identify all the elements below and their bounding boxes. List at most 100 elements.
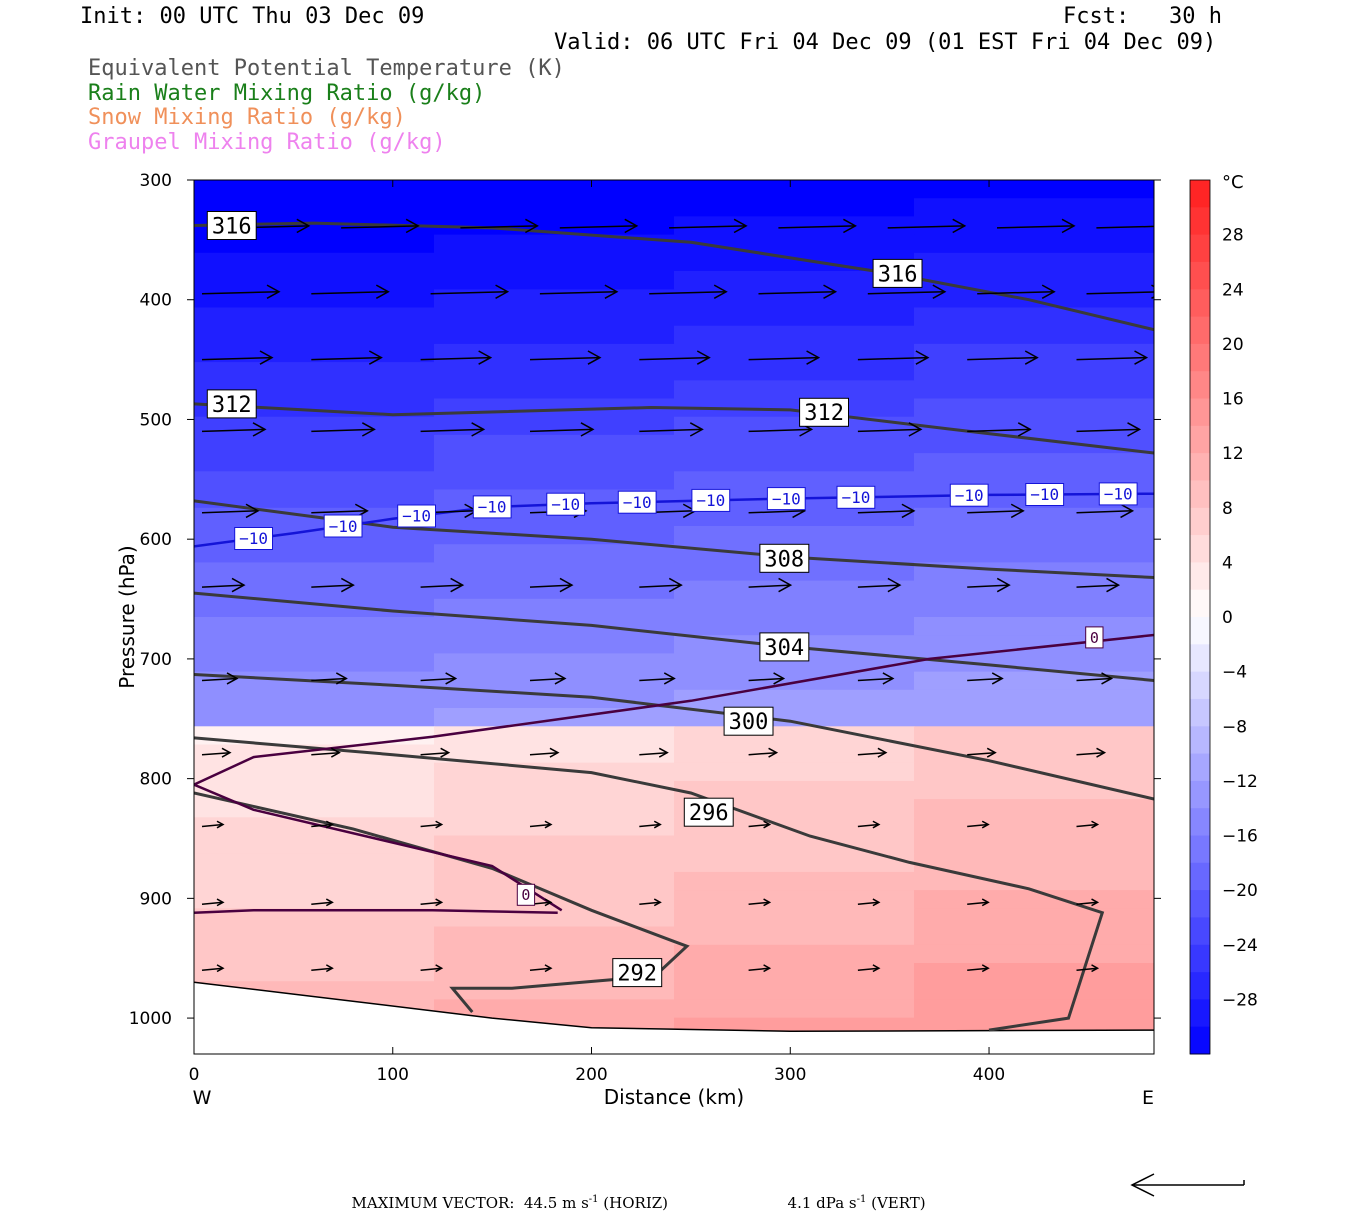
colorbar-swatch xyxy=(1190,207,1210,236)
temperature-band xyxy=(434,762,675,782)
wind-vector-head xyxy=(986,747,997,758)
wind-vector xyxy=(1086,291,1154,295)
wind-vector-head xyxy=(882,672,895,685)
theta-e-label-304-box xyxy=(759,632,810,662)
temperature-band xyxy=(674,271,915,290)
minus10-label: −10 xyxy=(239,529,268,548)
wind-vector xyxy=(311,510,368,514)
temperature-band xyxy=(674,434,915,454)
temperature-band xyxy=(674,416,915,436)
wind-vector xyxy=(420,751,449,756)
temperature-band xyxy=(194,835,435,855)
temperature-band xyxy=(674,453,915,472)
temperature-band xyxy=(674,198,915,217)
wind-vector xyxy=(639,584,682,588)
wind-vector-head xyxy=(1017,422,1032,437)
x-end-label-east: E xyxy=(1142,1087,1154,1109)
temperature-band xyxy=(674,944,915,964)
wind-vector-head xyxy=(1041,284,1056,299)
temperature-band xyxy=(434,926,675,946)
temperature-band xyxy=(434,635,675,654)
y-tick-label: 500 xyxy=(140,410,172,430)
zero-isotherm-label: 0 xyxy=(521,886,530,904)
colorbar-frame xyxy=(1189,179,1211,1055)
zero-isotherm-label-box xyxy=(1085,626,1104,649)
theta-e-label-308-box xyxy=(759,543,810,573)
temperature-band xyxy=(434,380,675,400)
x-tick-label: 300 xyxy=(774,1065,806,1085)
temperature-band xyxy=(674,799,915,818)
wind-vector xyxy=(1076,751,1105,756)
wind-vector xyxy=(201,290,280,295)
colorbar-swatch xyxy=(1190,562,1210,591)
minus10-label: −10 xyxy=(841,488,870,507)
colorbar-swatch xyxy=(1190,972,1210,1000)
wind-vector-head xyxy=(1161,219,1173,232)
wind-vector-head xyxy=(872,898,881,907)
wind-vector-head xyxy=(1134,350,1149,365)
temperature-band xyxy=(434,708,675,727)
colorbar-swatch xyxy=(1190,780,1210,809)
wind-vector-head xyxy=(663,672,676,685)
wind-vector xyxy=(967,751,996,756)
temperature-band xyxy=(194,780,435,800)
wind-vector-head xyxy=(435,898,444,907)
wind-vector-head xyxy=(559,577,574,593)
wind-vector xyxy=(420,677,456,682)
wind-vector xyxy=(748,967,770,971)
temperature-band xyxy=(434,416,675,436)
minus10-label-box xyxy=(397,504,437,528)
y-tick-label: 1000 xyxy=(129,1009,172,1029)
wind-vector xyxy=(529,677,566,682)
wind-vector xyxy=(758,290,836,295)
wind-vector-head xyxy=(806,350,821,365)
wind-vector-head xyxy=(981,820,990,829)
theta-e-contour-316 xyxy=(194,221,1154,332)
wind-vector xyxy=(420,584,463,588)
wind-vector xyxy=(201,356,273,361)
colorbar-swatch xyxy=(1190,698,1210,727)
temperature-band xyxy=(434,252,675,272)
wind-vector xyxy=(967,901,989,906)
temperature-band xyxy=(674,398,915,418)
wind-vector xyxy=(420,356,491,361)
wind-vector xyxy=(311,823,333,828)
colorbar-tick-label: −8 xyxy=(1222,717,1247,737)
wind-vector-head xyxy=(435,964,444,973)
wind-vector-head xyxy=(689,422,704,437)
temperature-band xyxy=(194,544,435,563)
wind-vector-head xyxy=(216,964,225,973)
temperature-band xyxy=(434,890,675,909)
wind-vector xyxy=(639,901,661,906)
wind-vector-head xyxy=(1091,820,1100,829)
temperature-band xyxy=(674,216,915,236)
wind-vector-head xyxy=(668,577,683,593)
wind-vector xyxy=(967,677,1003,682)
wind-vector-head xyxy=(266,284,281,299)
wind-vector-head xyxy=(252,422,267,437)
temperature-band xyxy=(914,944,1154,964)
temperature-band xyxy=(434,271,675,290)
temperature-band xyxy=(194,434,435,454)
wind-vector-head xyxy=(495,284,510,299)
wind-vector-head xyxy=(435,820,444,829)
wind-vector-head xyxy=(580,422,595,437)
theta-e-label-312-box xyxy=(799,397,849,427)
wind-vector xyxy=(967,356,1038,361)
wind-vector-head xyxy=(544,964,553,973)
minus10-label-box xyxy=(617,490,657,514)
wind-vector-head xyxy=(713,284,728,299)
reference-vector xyxy=(1130,1173,1245,1197)
wind-vector xyxy=(529,584,573,588)
wind-vector xyxy=(857,356,928,361)
minus10-label: −10 xyxy=(955,486,984,505)
wind-vector xyxy=(311,677,347,682)
wind-vector-head xyxy=(696,350,711,365)
temperature-band xyxy=(914,726,1154,746)
theta-e-label-316: 316 xyxy=(878,262,918,287)
temperature-band xyxy=(674,526,915,545)
wind-vector xyxy=(201,510,259,514)
temperature-band xyxy=(194,853,435,873)
temperature-band xyxy=(194,871,435,891)
wind-vector xyxy=(867,290,945,295)
